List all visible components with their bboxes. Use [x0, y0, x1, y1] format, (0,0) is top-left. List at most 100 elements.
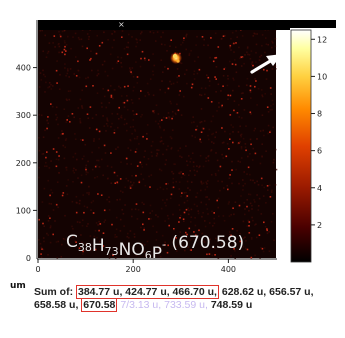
- noise-pixel: [193, 60, 196, 63]
- formula-mass: (670.58): [166, 233, 244, 253]
- noise-pixel: [227, 203, 230, 205]
- noise-pixel: [86, 225, 88, 227]
- noise-pixel: [229, 47, 231, 49]
- formula-part: 6: [145, 249, 152, 262]
- noise-pixel: [42, 237, 45, 239]
- noise-pixel: [235, 71, 238, 74]
- noise-pixel: [103, 144, 106, 147]
- noise-pixel: [161, 234, 164, 237]
- noise-pixel: [186, 160, 188, 162]
- noise-pixel: [218, 102, 220, 104]
- caption-prefix: Sum of:: [34, 286, 76, 298]
- noise-pixel: [263, 134, 265, 137]
- noise-pixel: [90, 209, 92, 211]
- noise-pixel: [136, 218, 139, 220]
- noise-pixel: [135, 61, 137, 63]
- noise-pixel: [144, 150, 146, 152]
- noise-pixel: [242, 179, 244, 181]
- noise-pixel: [271, 40, 273, 43]
- noise-pixel: [227, 94, 229, 97]
- noise-pixel: [141, 201, 144, 204]
- noise-pixel: [64, 139, 67, 141]
- noise-pixel: [54, 220, 56, 222]
- noise-pixel: [78, 76, 81, 79]
- noise-pixel: [38, 86, 41, 88]
- noise-pixel: [205, 196, 207, 198]
- noise-pixel: [96, 236, 98, 239]
- noise-pixel: [249, 179, 252, 181]
- noise-pixel: [273, 239, 275, 242]
- noise-pixel: [207, 97, 210, 99]
- noise-pixel: [214, 254, 216, 256]
- noise-pixel: [193, 70, 196, 72]
- noise-pixel: [86, 113, 89, 115]
- noise-pixel: [255, 43, 258, 46]
- noise-pixel: [79, 120, 82, 122]
- noise-pixel: [84, 243, 86, 245]
- noise-pixel: [116, 199, 118, 201]
- noise-pixel: [217, 169, 220, 172]
- noise-pixel: [129, 67, 131, 69]
- noise-pixel: [204, 87, 207, 90]
- noise-pixel: [107, 120, 109, 122]
- noise-pixel: [42, 73, 45, 76]
- noise-pixel: [98, 229, 100, 232]
- noise-pixel: [134, 151, 137, 153]
- noise-pixel: [123, 106, 126, 108]
- noise-pixel: [200, 131, 203, 133]
- noise-pixel: [126, 129, 128, 132]
- noise-pixel: [116, 113, 119, 115]
- noise-pixel: [72, 235, 74, 238]
- noise-pixel: [129, 70, 131, 73]
- noise-pixel: [266, 229, 268, 232]
- noise-pixel: [135, 148, 138, 150]
- noise-pixel: [55, 241, 58, 243]
- noise-pixel: [42, 50, 44, 53]
- noise-pixel: [221, 243, 223, 245]
- noise-pixel: [117, 126, 119, 129]
- noise-pixel: [210, 101, 213, 103]
- noise-pixel: [119, 178, 122, 180]
- noise-pixel: [269, 130, 272, 132]
- noise-pixel: [163, 129, 165, 132]
- noise-pixel: [201, 215, 203, 218]
- noise-pixel: [222, 74, 225, 77]
- noise-pixel: [42, 136, 45, 138]
- noise-pixel: [273, 158, 275, 161]
- noise-pixel: [61, 130, 63, 132]
- noise-pixel: [58, 172, 60, 174]
- noise-pixel: [242, 245, 245, 248]
- noise-pixel: [268, 231, 270, 233]
- caption-faint-tail: 7/3.13 u, 733.59 u,: [117, 299, 208, 311]
- noise-pixel: [143, 229, 145, 231]
- noise-pixel: [211, 133, 213, 136]
- noise-pixel: [231, 228, 234, 230]
- noise-pixel: [167, 182, 169, 185]
- noise-pixel: [153, 111, 155, 114]
- noise-pixel: [208, 222, 211, 224]
- noise-pixel: [180, 171, 182, 173]
- noise-pixel: [120, 116, 122, 118]
- noise-pixel: [129, 185, 131, 188]
- noise-pixel: [253, 32, 256, 35]
- noise-pixel: [43, 187, 46, 190]
- noise-pixel: [196, 192, 199, 194]
- noise-pixel: [140, 226, 142, 229]
- noise-pixel: [178, 221, 180, 223]
- noise-pixel: [239, 57, 241, 59]
- colorbar-ticks: 2 4 6 8 10 12: [311, 35, 327, 230]
- caption-boxed-masses: 384.77 u, 424.77 u, 466.70 u,: [76, 285, 219, 299]
- noise-pixel: [99, 240, 101, 243]
- noise-pixel: [85, 168, 87, 171]
- noise-pixel: [197, 212, 200, 215]
- noise-pixel: [171, 117, 173, 120]
- noise-pixel: [104, 70, 107, 73]
- noise-pixel: [47, 179, 49, 182]
- y-tick-label: 300: [16, 111, 31, 120]
- noise-pixel: [249, 138, 252, 141]
- noise-pixel: [69, 68, 72, 70]
- noise-pixel: [143, 156, 145, 158]
- arrow-annotation: [250, 54, 282, 74]
- noise-pixel: [101, 41, 104, 44]
- noise-pixel: [114, 236, 116, 238]
